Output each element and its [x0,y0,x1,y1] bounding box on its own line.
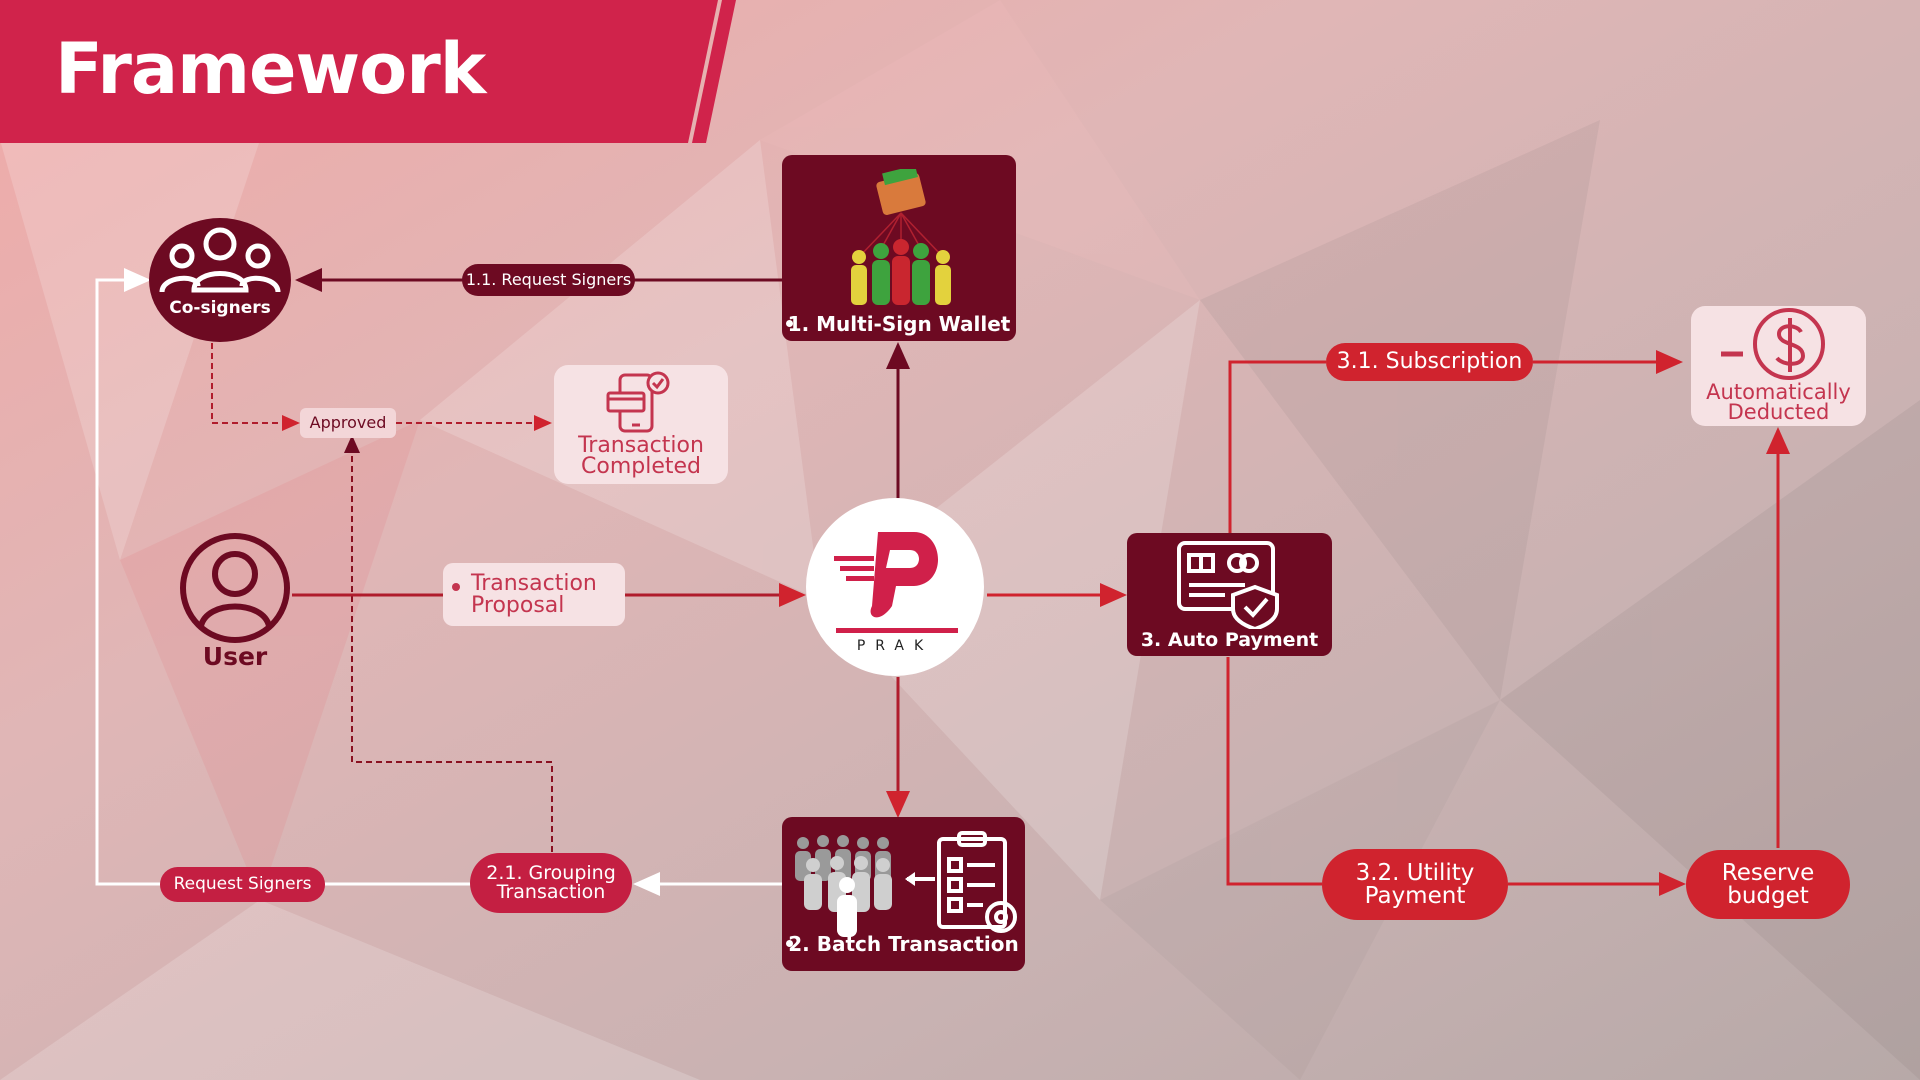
automatically-deducted-line2: Deducted [1727,400,1830,424]
minus-dollar-icon [1721,308,1825,380]
card-shield-icon [1177,541,1279,629]
crowd-checklist-icon [795,831,1017,937]
approved-label: Approved [300,408,396,438]
reserve-budget-line2: budget [1727,882,1809,909]
subscription-label: 3.1. Subscription [1326,343,1533,381]
utility-payment-label: 3.2. Utility Payment [1322,849,1508,920]
transaction-proposal-line2: Proposal [471,593,565,618]
utility-payment-line1: 3.2. Utility [1355,859,1475,886]
auto-payment-label: 3. Auto Payment [1140,629,1319,651]
transaction-proposal-line1: Transaction [471,571,597,596]
utility-payment-line2: Payment [1364,882,1466,909]
multisig-wallet-label: 1. Multi-Sign Wallet [787,312,1011,336]
reserve-budget-line1: Reserve [1721,859,1815,886]
page-title: Framework [55,28,486,110]
bullet-dot [786,320,793,327]
cosigners-label: Co-signers [169,298,271,318]
transaction-completed-line2: Completed [581,454,701,479]
user-label: User [202,642,268,671]
automatically-deducted-line1: Automatically [1706,380,1851,404]
user-node: User [170,526,300,676]
bullet-dot [786,940,793,947]
automatically-deducted-box: Automatically Deducted [1691,306,1866,426]
auto-payment-box: 3. Auto Payment [1127,533,1332,656]
prak-label: PRAK [856,638,934,654]
request-signers-label-2: Request Signers [160,867,325,902]
grouping-transaction-line1: 2.1. Grouping [486,862,616,884]
bullet-dot [452,583,460,591]
batch-transaction-label: 2. Batch Transaction [788,932,1019,956]
prak-logo [834,532,958,633]
user-icon [180,533,290,643]
reserve-budget-label: Reserve budget [1686,850,1850,919]
cosigners-node: Co-signers [149,218,291,342]
grouping-transaction-label: 2.1. Grouping Transaction [470,853,632,913]
transaction-completed-line1: Transaction [578,433,704,458]
multisig-wallet-box: 1. Multi-Sign Wallet [782,155,1016,341]
group-icon [159,227,281,293]
grouping-transaction-line2: Transaction [496,881,606,903]
transaction-completed-box: Transaction Completed [554,365,728,484]
request-signers-label-1: 1.1. Request Signers [462,264,635,296]
prak-node: PRAK [806,498,984,676]
transaction-proposal-label: Transaction Proposal [443,563,625,626]
batch-transaction-box: 2. Batch Transaction [782,817,1025,971]
phone-check-icon [606,371,670,433]
wallet-people-icon [851,169,951,305]
